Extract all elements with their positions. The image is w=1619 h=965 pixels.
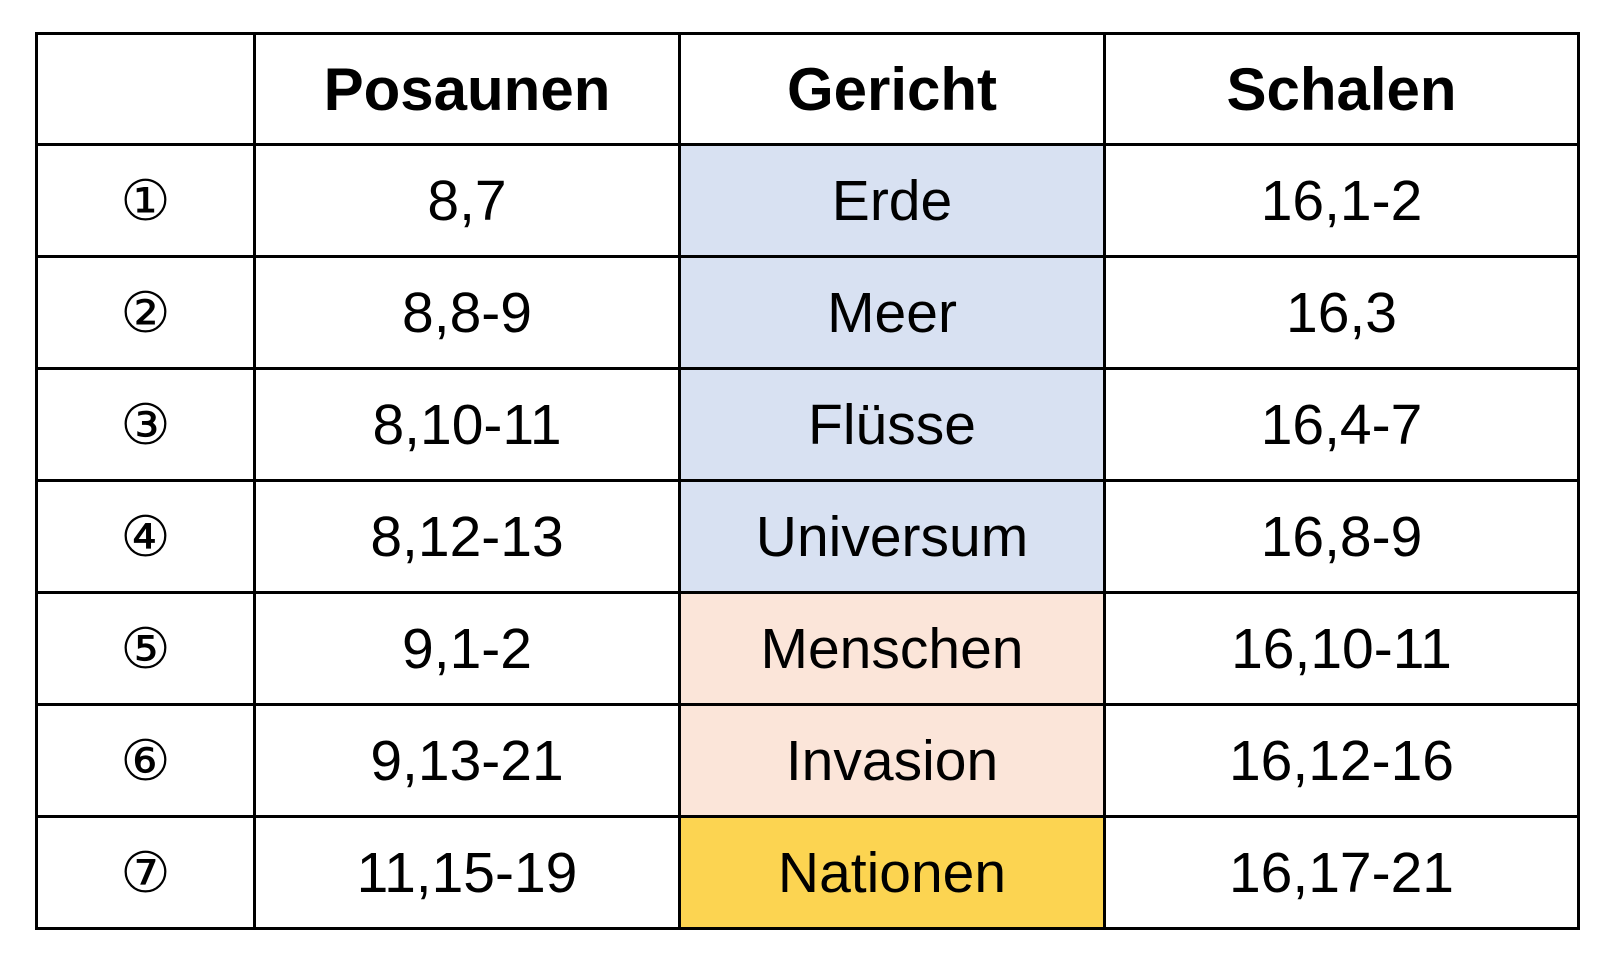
gericht-cell: Nationen <box>678 815 1106 930</box>
table-row: ⑥ 9,13-21 Invasion 16,12-16 <box>35 703 1580 818</box>
table-row: ③ 8,10-11 Flüsse 16,4-7 <box>35 367 1580 482</box>
row-number: ② <box>35 255 256 370</box>
table-row: ① 8,7 Erde 16,1-2 <box>35 143 1580 258</box>
schalen-cell: 16,12-16 <box>1103 703 1580 818</box>
schalen-cell: 16,4-7 <box>1103 367 1580 482</box>
row-number: ⑤ <box>35 591 256 706</box>
gericht-cell: Universum <box>678 479 1106 594</box>
posaunen-cell: 8,12-13 <box>253 479 681 594</box>
header-posaunen: Posaunen <box>253 32 681 146</box>
gericht-cell: Erde <box>678 143 1106 258</box>
schalen-cell: 16,17-21 <box>1103 815 1580 930</box>
table-row: ⑦ 11,15-19 Nationen 16,17-21 <box>35 815 1580 930</box>
schalen-cell: 16,10-11 <box>1103 591 1580 706</box>
header-row: Posaunen Gericht Schalen <box>35 32 1580 146</box>
judgment-comparison-table: Posaunen Gericht Schalen ① 8,7 Erde 16,1… <box>35 32 1580 930</box>
row-number: ① <box>35 143 256 258</box>
schalen-cell: 16,3 <box>1103 255 1580 370</box>
posaunen-cell: 9,13-21 <box>253 703 681 818</box>
gericht-cell: Meer <box>678 255 1106 370</box>
posaunen-cell: 8,10-11 <box>253 367 681 482</box>
row-number: ③ <box>35 367 256 482</box>
posaunen-cell: 8,8-9 <box>253 255 681 370</box>
gericht-cell: Flüsse <box>678 367 1106 482</box>
row-number: ⑥ <box>35 703 256 818</box>
schalen-cell: 16,1-2 <box>1103 143 1580 258</box>
corner-empty-cell <box>35 32 256 146</box>
gericht-cell: Invasion <box>678 703 1106 818</box>
header-schalen: Schalen <box>1103 32 1580 146</box>
posaunen-cell: 9,1-2 <box>253 591 681 706</box>
table-row: ④ 8,12-13 Universum 16,8-9 <box>35 479 1580 594</box>
table-row: ⑤ 9,1-2 Menschen 16,10-11 <box>35 591 1580 706</box>
posaunen-cell: 8,7 <box>253 143 681 258</box>
table-row: ② 8,8-9 Meer 16,3 <box>35 255 1580 370</box>
row-number: ⑦ <box>35 815 256 930</box>
gericht-cell: Menschen <box>678 591 1106 706</box>
schalen-cell: 16,8-9 <box>1103 479 1580 594</box>
posaunen-cell: 11,15-19 <box>253 815 681 930</box>
header-gericht: Gericht <box>678 32 1106 146</box>
row-number: ④ <box>35 479 256 594</box>
